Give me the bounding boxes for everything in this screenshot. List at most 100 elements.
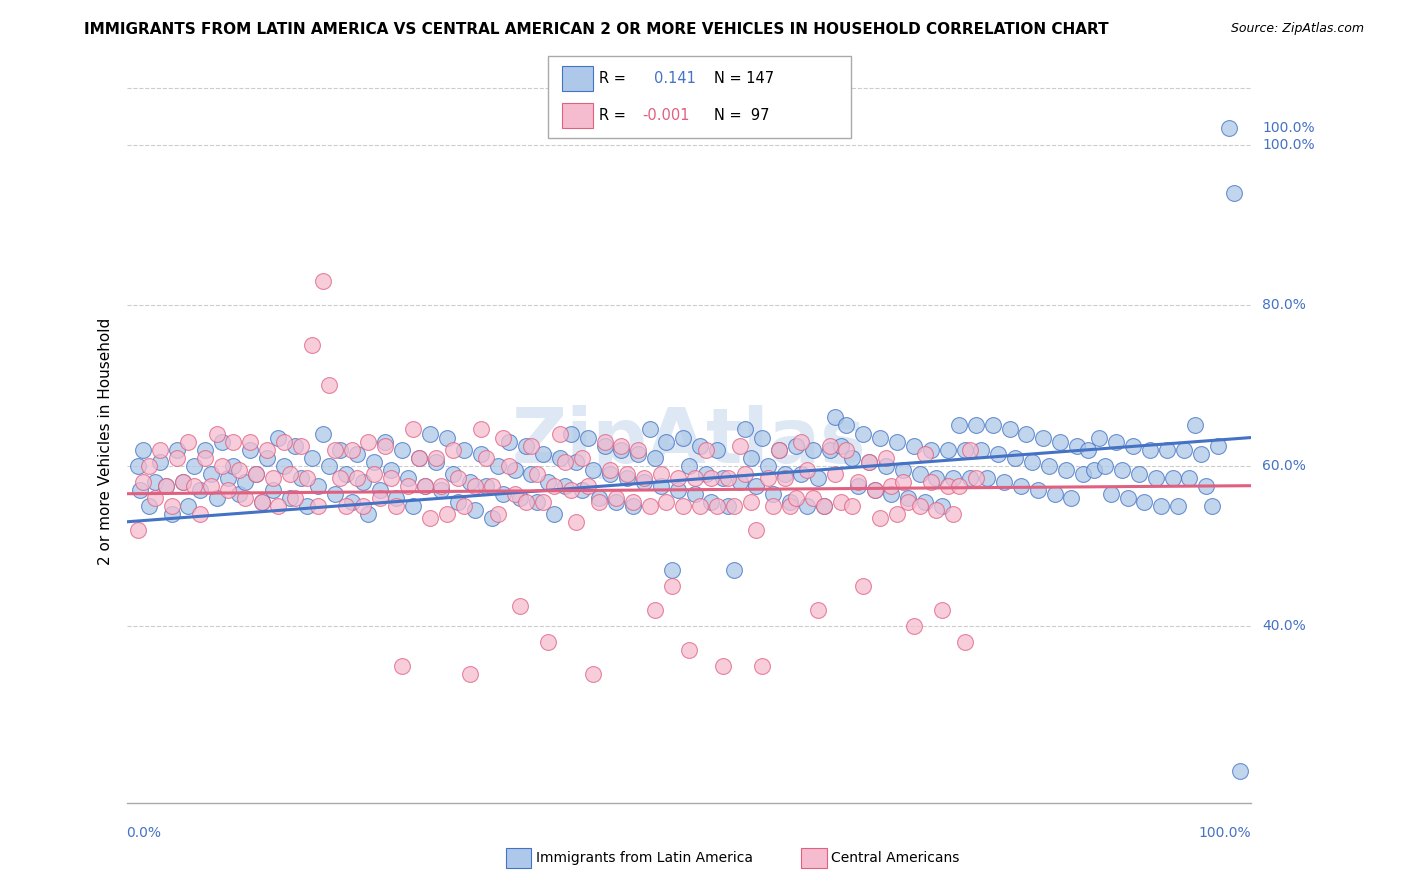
Point [1021,454,1043,468]
Point [1223,186,1246,200]
Point [824,410,846,425]
Point [1049,434,1071,449]
Point [785,491,807,505]
Point [205,426,228,441]
Point [779,499,801,513]
Point [402,422,425,436]
Point [132,475,155,489]
Y-axis label: 2 or more Vehicles in Household: 2 or more Vehicles in Household [98,318,114,566]
Point [346,470,368,484]
Point [329,470,352,484]
Point [1066,438,1088,452]
Point [576,478,599,492]
Point [627,442,650,457]
Point [290,470,312,484]
Point [228,462,250,476]
Point [897,494,920,508]
Point [498,458,520,473]
Point [948,478,970,492]
Point [661,563,683,577]
Point [695,442,717,457]
Text: N =  97: N = 97 [714,108,769,122]
Point [486,507,509,521]
Point [565,515,588,529]
Point [610,438,633,452]
Point [846,478,869,492]
Point [352,475,374,489]
Point [835,442,858,457]
Text: R =: R = [599,71,626,86]
Point [267,430,290,444]
Point [869,430,891,444]
Point [470,422,492,436]
Point [436,430,458,444]
Text: Immigrants from Latin America: Immigrants from Latin America [536,851,752,865]
Point [515,494,537,508]
Point [700,494,723,508]
Point [284,438,307,452]
Point [447,494,470,508]
Point [773,470,796,484]
Point [1161,470,1184,484]
Point [599,467,621,481]
Point [447,470,470,484]
Point [756,470,779,484]
Point [976,470,998,484]
Text: ZipAtlas: ZipAtlas [512,405,866,478]
Point [627,446,650,460]
Point [661,579,683,593]
Point [695,467,717,481]
Point [571,483,593,497]
Point [1201,499,1223,513]
Point [138,458,160,473]
Point [1088,430,1111,444]
Point [751,659,773,673]
Point [880,486,903,500]
Text: 100.0%: 100.0% [1199,826,1251,839]
Point [1054,462,1077,476]
Point [1156,442,1178,457]
Text: R =: R = [599,108,626,122]
Point [717,470,740,484]
Point [526,467,548,481]
Point [936,442,959,457]
Point [262,470,284,484]
Point [852,579,875,593]
Point [711,659,734,673]
Point [129,483,152,497]
Point [340,442,363,457]
Point [953,442,976,457]
Point [155,478,177,492]
Point [1043,486,1066,500]
Point [846,475,869,489]
Point [318,378,340,392]
Point [172,475,194,489]
Point [301,450,323,465]
Point [419,510,441,524]
Point [773,467,796,481]
Point [307,499,329,513]
Point [655,434,678,449]
Point [925,502,948,516]
Point [262,483,284,497]
Point [256,450,278,465]
Point [1010,478,1032,492]
Point [1105,434,1128,449]
Point [886,434,908,449]
Point [942,507,965,521]
Point [689,438,711,452]
Point [188,483,211,497]
Point [858,454,880,468]
Point [683,470,706,484]
Point [616,467,638,481]
Point [413,478,436,492]
Point [166,450,188,465]
Point [419,426,441,441]
Point [852,426,875,441]
Point [593,438,616,452]
Point [790,434,813,449]
Point [953,635,976,649]
Point [509,491,531,505]
Point [756,458,779,473]
Point [368,483,391,497]
